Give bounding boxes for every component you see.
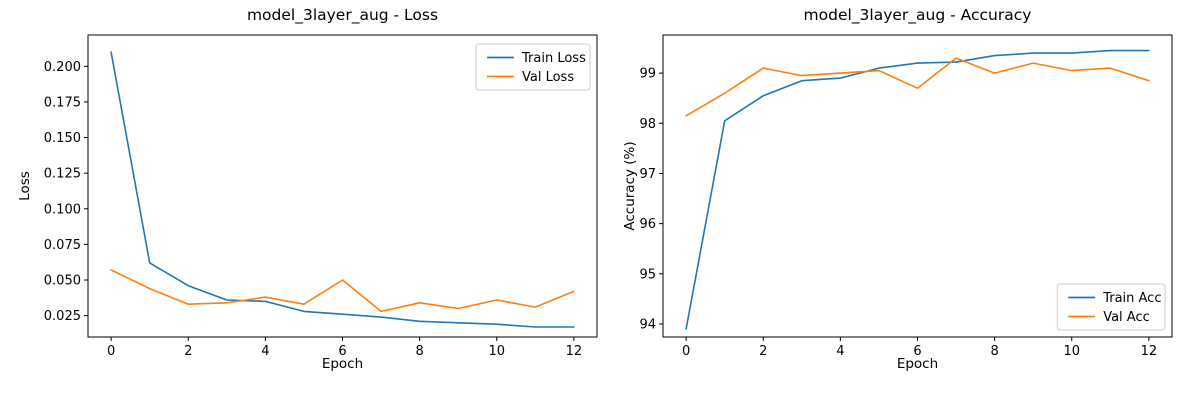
y-tick-label: 94 xyxy=(639,317,656,332)
x-tick-label: 10 xyxy=(1063,344,1080,359)
x-tick-label: 8 xyxy=(990,344,998,359)
x-tick-label: 10 xyxy=(488,344,505,359)
y-tick-label: 97 xyxy=(639,167,656,182)
x-tick-label: 2 xyxy=(759,344,767,359)
x-tick-label: 8 xyxy=(415,344,423,359)
y-tick-label: 0.125 xyxy=(44,167,81,182)
x-tick-label: 12 xyxy=(1141,344,1158,359)
accuracy-chart-canvas: 94 95 96 97 98 99 0 2 4 6 8 10 12 Train Acc Val Acc xyxy=(639,34,1173,359)
x-tick-label: 12 xyxy=(566,344,583,359)
loss-chart-canvas: 0.025 0.050 0.075 0.100 0.125 0.150 0.175 0.200… xyxy=(44,34,598,359)
x-tick-label: 6 xyxy=(338,344,346,359)
val-acc-line xyxy=(685,57,1150,117)
val-loss-legend-label: Val Loss xyxy=(522,70,574,85)
loss-x-axis-label: Epoch xyxy=(321,356,364,372)
accuracy-x-axis-label: Epoch xyxy=(896,356,939,372)
x-tick-label: 6 xyxy=(913,344,921,359)
loss-chart-title: model_3layer_aug - Loss xyxy=(246,6,439,24)
x-tick-label: 2 xyxy=(184,344,192,359)
x-tick-label: 0 xyxy=(107,344,115,359)
legend-box xyxy=(475,43,591,91)
y-tick-label: 95 xyxy=(639,267,656,282)
y-tick-label: 0.150 xyxy=(44,131,81,146)
x-tick-label: 4 xyxy=(261,344,269,359)
legend: Train Acc Val Acc xyxy=(1056,283,1166,331)
val-loss-line xyxy=(110,269,575,313)
y-tick-label: 99 xyxy=(639,67,656,82)
train-loss-line xyxy=(110,51,575,328)
val-acc-legend-label: Val Acc xyxy=(1103,310,1150,325)
train-loss-legend-label: Train Loss xyxy=(521,51,586,66)
y-tick-label: 0.100 xyxy=(44,202,81,217)
loss-chart: model_3layer_aug - Loss Loss 0.025 0.050 0… xyxy=(17,6,598,372)
y-tick-label: 0.050 xyxy=(44,274,81,289)
y-tick-label: 0.025 xyxy=(44,309,81,324)
y-tick-label: 0.175 xyxy=(44,95,81,110)
train-acc-legend-label: Train Acc xyxy=(1102,291,1161,306)
train-acc-line xyxy=(685,49,1150,330)
y-tick-label: 0.075 xyxy=(44,238,81,253)
y-tick-label: 0.200 xyxy=(44,60,81,75)
x-tick-label: 4 xyxy=(836,344,844,359)
y-tick-label: 98 xyxy=(639,117,656,132)
y-tick-label: 96 xyxy=(639,217,656,232)
legend-box xyxy=(1056,283,1166,331)
legend: Train Loss Val Loss xyxy=(475,43,591,91)
x-tick-label: 0 xyxy=(682,344,690,359)
accuracy-chart-title: model_3layer_aug - Accuracy xyxy=(803,6,1032,24)
accuracy-chart: model_3layer_aug - Accuracy Accuracy (%)… xyxy=(600,0,1200,400)
